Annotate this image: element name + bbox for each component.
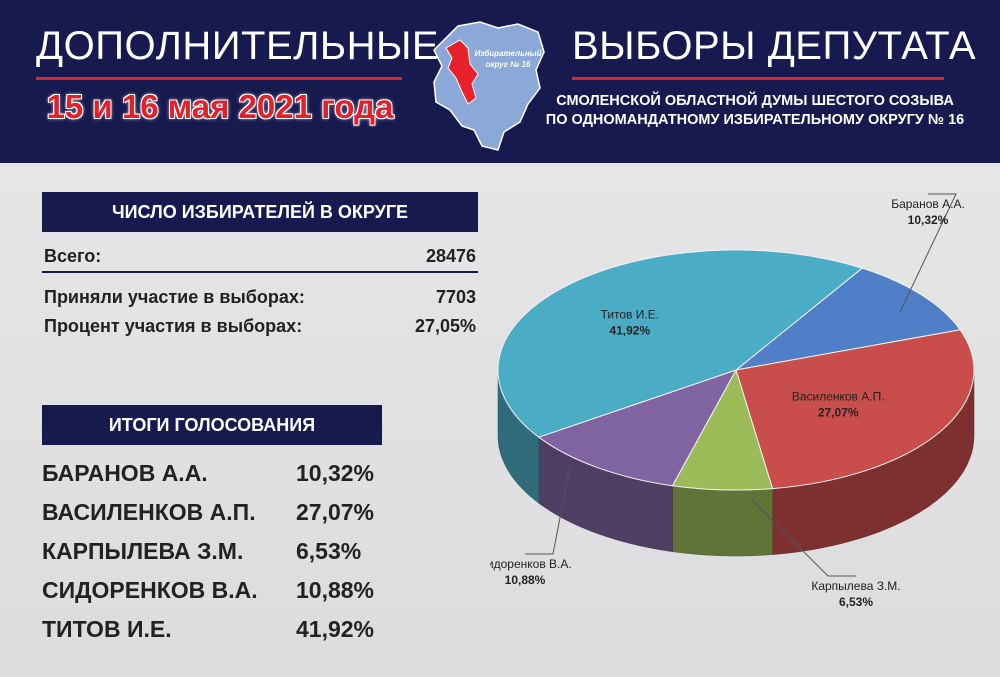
result-value-titov: 41,92% [296,616,375,642]
title-left-underline [36,77,402,80]
result-name-karpyleva: КАРПЫЛЕВА З.М. [42,538,244,564]
title-left: ДОПОЛНИТЕЛЬНЫЕ [36,24,440,68]
pie-value-baranov: 10,32% [908,213,949,227]
pie-slice-baranov [735,267,962,371]
voters-heading: ЧИСЛО ИЗБИРАТЕЛЕЙ В ОКРУГЕ [42,192,478,232]
pie-value-karpyleva: 6,53% [839,595,873,609]
result-name-vasilenkov: ВАСИЛЕНКОВ А.П. [42,499,256,525]
pie-label-baranov: Баранов А.А. [891,197,965,211]
pie-value-vasilenkov: 27,07% [818,406,859,420]
subtitle-line-2: ПО ОДНОМАНДАТНОМУ ИЗБИРАТЕЛЬНОМУ ОКРУГУ … [545,112,965,128]
pie-tops [497,249,975,491]
results-pie-chart: Баранов А.А. 10,32% Василенков А.П. 27,07% К… [490,193,975,609]
title-right: ВЫБОРЫ ДЕПУТАТА [572,24,977,68]
turnout-value: 27,05% [414,316,476,336]
result-name-sidorenkov: СИДОРЕНКОВ В.А. [42,577,258,603]
subtitle-line-1: СМОЛЕНСКОЙ ОБЛАСТНОЙ ДУМЫ ШЕСТОГО СОЗЫВА [556,93,954,109]
result-value-karpyleva: 6,53% [296,538,362,564]
result-value-vasilenkov: 27,07% [296,499,375,525]
pie-slice-titov [497,249,864,438]
participated-value: 7703 [435,287,476,307]
result-value-baranov: 10,32% [296,460,375,486]
pie-value-titov: 41,92% [609,323,650,337]
map-label-1: Избирательный [475,49,542,58]
pie-value-sidorenkov: 10,88% [505,573,546,587]
pie-label-sidorenkov: Сидоренков В.А. [490,557,572,571]
pie-sides [497,370,975,557]
total-voters-divider [42,271,478,273]
pie-label-karpyleva: Карпылева З.М. [811,579,900,593]
pie-labels: Баранов А.А. 10,32% Василенков А.П. 27,07% К… [490,197,965,609]
total-voters-label: Всего: [44,246,102,266]
participated-label: Приняли участие в выборах: [44,287,305,307]
total-voters-value: 28476 [425,246,476,266]
result-name-titov: ТИТОВ И.Е. [42,616,172,642]
region-shape [433,21,545,151]
pie-slice-vasilenkov [735,329,975,490]
pie-leaders [525,193,957,577]
turnout-label: Процент участия в выборах: [44,316,303,336]
pie-slice-sidorenkov [537,369,738,487]
district-16-shape [445,39,479,105]
result-value-sidorenkov: 10,88% [296,577,375,603]
header-banner: ДОПОЛНИТЕЛЬНЫЕ 15 и 16 мая 2021 года Изб… [0,0,1000,163]
leader-line-sidorenkov [525,465,571,555]
results-heading: ИТОГИ ГОЛОСОВАНИЯ [42,405,382,445]
title-right-underline [572,77,944,80]
district-map-icon: Избирательный округ № 16 [433,21,545,151]
map-label-2: округ № 16 [486,60,531,69]
leader-line-karpyleva [751,499,856,577]
election-dates: 15 и 16 мая 2021 года [46,88,394,125]
pie-side-karpyleva [672,485,773,557]
pie-label-titov: Титов И.Е. [601,307,660,321]
leader-line-baranov [899,193,957,313]
result-name-baranov: БАРАНОВ А.А. [42,460,208,486]
pie-label-vasilenkov: Василенков А.П. [792,390,885,404]
